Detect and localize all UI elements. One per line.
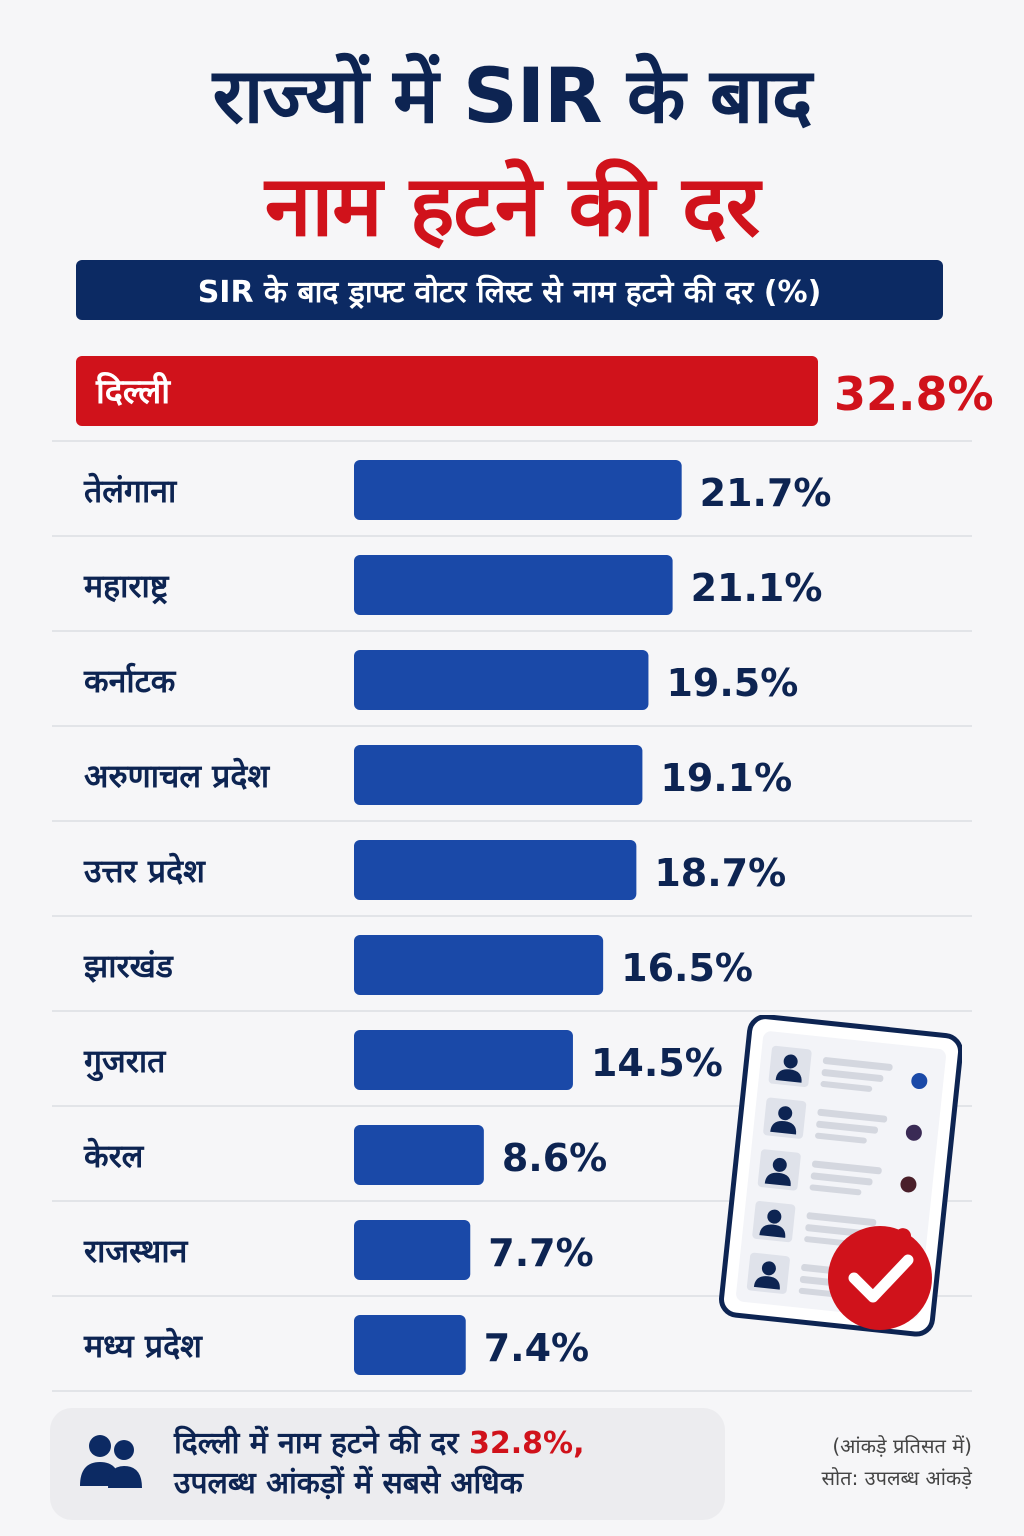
bar [354,1315,466,1375]
bar-value-label: 32.8% [834,367,994,421]
bar [354,1220,471,1280]
bar-value-label: 14.5% [591,1041,723,1085]
bar-value-label: 16.5% [621,946,753,990]
page-title-line2: नाम हटने की दर [264,157,760,255]
bar-category-label: उत्तर प्रदेश [83,852,206,890]
bar-chart: दिल्ली 32.8% तेलंगाना 21.7% महाराष्ट्र 21.1% क… [52,356,994,1392]
bar [354,935,604,995]
page-title-line1: राज्यों में SIR के बाद [212,51,813,140]
bar-category-label: केरल [83,1137,145,1175]
bar-value-label: 19.1% [660,756,792,800]
bar [354,555,673,615]
bar-value-label: 21.1% [691,566,823,610]
footer-text-highlight: 32.8%, [469,1426,585,1461]
bar-category-label: झारखंड [83,947,174,985]
voter-list-checklist-icon [719,1015,962,1337]
bar [354,460,682,520]
bar [354,1125,484,1185]
bar-value-label: 7.7% [488,1231,593,1275]
bar-category-label: अरुणाचल प्रदेश [84,757,270,795]
bar-category-label: महाराष्ट्र [83,567,170,605]
bar-category-label: गुजरात [83,1042,167,1082]
footer-text-part2: उपलब्ध आंकड़ों में सबसे अधिक [174,1466,523,1501]
bar-value-label: 19.5% [666,661,798,705]
bar-category-label: तेलंगाना [83,472,178,510]
bar-value-label: 21.7% [700,471,832,515]
bar-highlight [76,356,818,426]
check-icon [828,1226,932,1330]
bar-value-label: 18.7% [654,851,786,895]
chart-subtitle: SIR के बाद ड्राफ्ट वोटर लिस्ट से नाम हटन… [76,260,943,320]
footer-summary: दिल्ली में नाम हटने की दर 32.8%, उपलब्ध … [50,1408,725,1520]
bar [354,840,637,900]
footer-text-part1: दिल्ली में नाम हटने की दर [174,1426,470,1461]
people-icon [80,1435,142,1488]
bar-category-label: दिल्ली [95,371,171,412]
note-unit: (आंकड़े प्रतिसत में) [832,1434,972,1458]
footer-text: दिल्ली में नाम हटने की दर 32.8%, उपलब्ध … [174,1424,714,1504]
bar-category-label: कर्नाटक [83,662,177,700]
data-note: (आंकड़े प्रतिसत में) सोत: उपलब्ध आंकड़े [821,1430,972,1494]
bar [354,745,643,805]
bar-value-label: 8.6% [502,1136,607,1180]
note-source: सोत: उपलब्ध आंकड़े [821,1466,972,1490]
bar [354,1030,573,1090]
bar [354,650,649,710]
bar-category-label: राजस्थान [83,1232,189,1270]
bar-value-label: 7.4% [484,1326,589,1370]
bar-category-label: मध्य प्रदेश [83,1327,203,1365]
